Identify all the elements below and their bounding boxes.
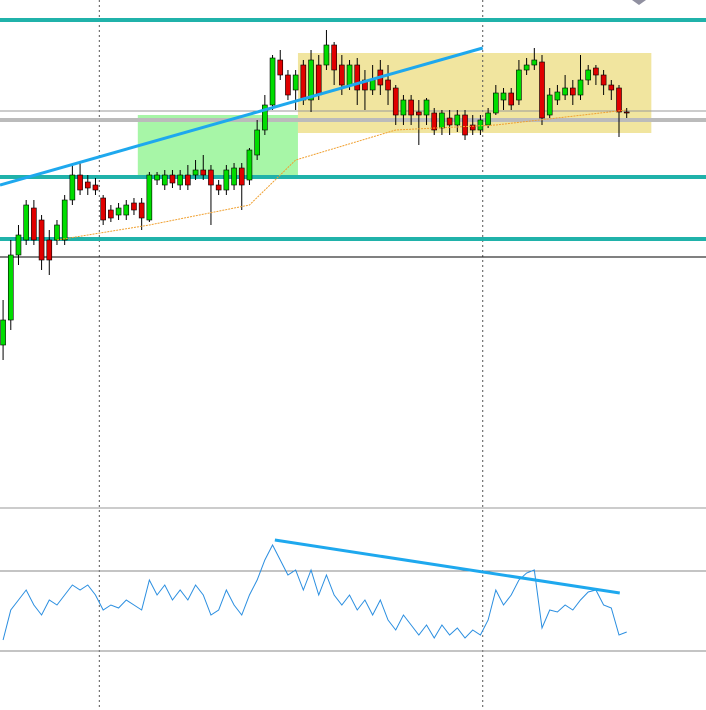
candle-body (223, 169, 230, 191)
candle-body (23, 204, 29, 241)
candle-body (508, 92, 515, 106)
candle-body (138, 202, 145, 219)
candle-body (539, 61, 545, 119)
candle-body (61, 199, 68, 241)
candle-body (7, 254, 14, 321)
candle-body (385, 79, 391, 91)
candle-body (546, 94, 553, 116)
candle-body (308, 59, 314, 101)
candle-body (392, 87, 399, 116)
candle-body (439, 112, 445, 129)
candle-body (315, 64, 322, 96)
candle-body (238, 167, 245, 186)
candle-body (570, 87, 576, 96)
candle-body (531, 59, 538, 66)
candle-body (231, 167, 237, 186)
candle-body (292, 74, 299, 91)
candle-body (454, 114, 461, 126)
candle-body (408, 99, 414, 116)
candle-body (469, 124, 476, 131)
candle-body (269, 57, 276, 106)
candle-body (146, 174, 153, 221)
candle-body (285, 74, 291, 96)
candle-body (169, 174, 176, 184)
candle-body (123, 204, 130, 216)
candle-body (300, 64, 307, 101)
candle-body (323, 44, 330, 66)
candle-body (354, 64, 361, 91)
candle-body (500, 92, 507, 101)
candle-body (523, 64, 530, 71)
candle-body (423, 99, 430, 116)
candle-body (577, 79, 584, 96)
candle-body (84, 181, 91, 189)
candle-body (54, 224, 60, 241)
candle-body (585, 69, 592, 81)
candle-body (369, 79, 376, 91)
candle-body (416, 111, 422, 116)
candle-body (400, 99, 407, 116)
candle-body (46, 239, 53, 261)
candle-body (31, 207, 37, 241)
candle-body (0, 319, 6, 346)
candle-body (185, 174, 191, 186)
candle-body (200, 169, 207, 176)
candle-body (215, 184, 222, 191)
trendline (0, 46, 484, 187)
candle-body (485, 112, 491, 126)
candle-body (161, 174, 168, 186)
candle-body (554, 91, 561, 101)
moving-average (56, 109, 627, 241)
candle-body (100, 197, 106, 221)
candle-body (15, 234, 22, 256)
candle-body (462, 114, 468, 136)
candle-body (277, 59, 284, 76)
candle-body (246, 149, 253, 181)
candle-body (623, 111, 630, 114)
candle-body (493, 92, 499, 114)
oscillator-line (2, 543, 627, 641)
zone (137, 115, 298, 177)
candle-body (38, 219, 45, 261)
candle-body (431, 112, 438, 131)
candle-body (516, 69, 522, 101)
oscillator-trendline (274, 538, 620, 595)
candle-body (77, 174, 83, 191)
candle-body (177, 174, 183, 186)
candle-body (477, 119, 484, 131)
candle-body (446, 117, 453, 126)
candle-body (339, 64, 345, 86)
candle-body (616, 87, 622, 113)
candle-body (331, 44, 337, 71)
candle-body (69, 174, 76, 201)
candle-body (562, 87, 568, 96)
candle-body (92, 184, 99, 191)
scroll-marker (632, 0, 646, 5)
candle-body (131, 202, 137, 211)
candle-body (608, 84, 615, 91)
candle-body (192, 169, 199, 176)
candle-body (254, 129, 260, 156)
candle-body (600, 74, 607, 86)
candle-body (262, 104, 268, 131)
candle-body (593, 67, 599, 76)
candle-body (346, 64, 353, 86)
candle-body (208, 169, 214, 186)
candle-body (115, 207, 122, 216)
candle-body (108, 209, 114, 219)
candle-body (154, 174, 160, 181)
